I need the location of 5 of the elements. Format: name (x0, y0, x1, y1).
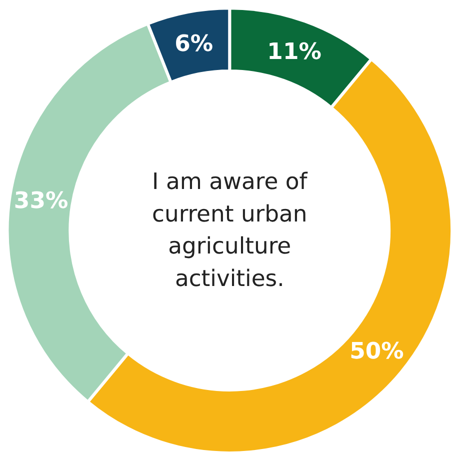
data-label: 33% (14, 188, 68, 214)
text: I am aware of current urban agriculture activities. (152, 168, 308, 292)
data-label: 50% (350, 338, 404, 364)
data-label: 6% (174, 31, 214, 58)
data-label: 11% (267, 38, 322, 65)
